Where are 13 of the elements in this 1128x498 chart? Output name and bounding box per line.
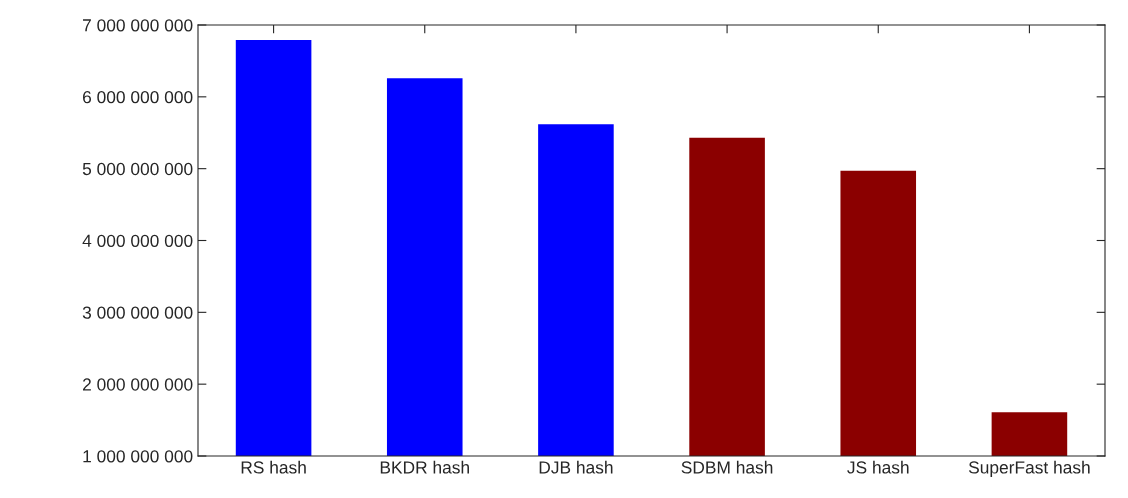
y-tick-label: 4 000 000 000 xyxy=(82,234,193,247)
x-tick-label: SuperFast hash xyxy=(968,460,1090,478)
x-tick-label: SDBM hash xyxy=(681,460,773,474)
y-tick-label: 5 000 000 000 xyxy=(82,162,193,176)
x-tick-label: DJB hash xyxy=(539,460,613,474)
y-tick-label: 3 000 000 000 xyxy=(82,306,193,319)
y-tick-label: 2 000 000 000 xyxy=(83,378,193,391)
y-tick-label: 7 000 000 000 xyxy=(83,19,193,32)
y-tick-label: 6 000 000 000 xyxy=(83,91,193,104)
x-tick-label: JS hash xyxy=(847,460,909,474)
y-tick-label: 1 000 000 000 xyxy=(83,450,193,463)
x-tick-label: BKDR hash xyxy=(380,460,469,474)
x-tick-label: RS hash xyxy=(241,460,306,474)
